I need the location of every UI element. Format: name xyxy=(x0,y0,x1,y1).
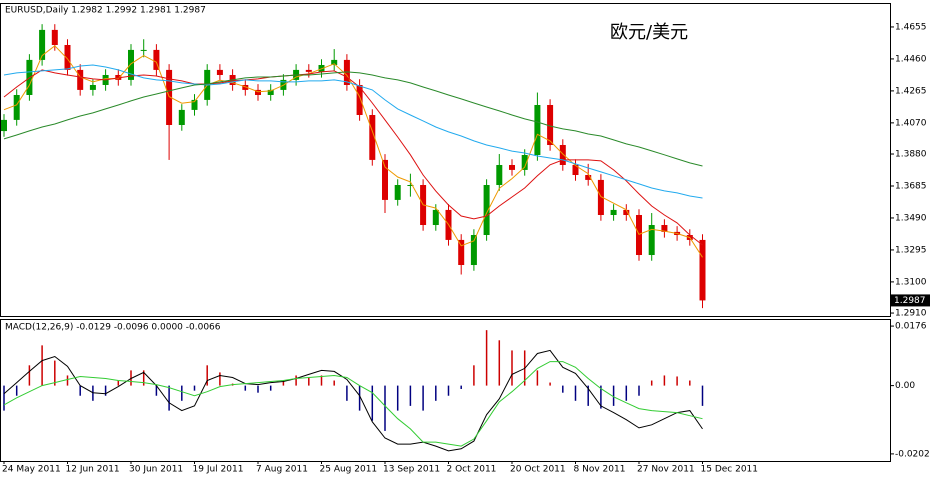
y-tick-label: 1.4655 xyxy=(895,22,927,32)
candle-body xyxy=(382,159,388,200)
candle-body xyxy=(128,49,134,80)
candle-body xyxy=(483,185,490,236)
candle-body xyxy=(585,175,592,180)
y-tick-label: 1.3685 xyxy=(895,181,927,191)
candle-body xyxy=(458,239,465,266)
y-tick-label: 1.3100 xyxy=(895,277,927,287)
x-tick-label: 20 Oct 2011 xyxy=(510,465,566,475)
candle-body xyxy=(1,119,7,132)
x-tick-label: 27 Nov 2011 xyxy=(637,465,695,475)
candle-body xyxy=(89,84,96,90)
candle-body xyxy=(343,59,350,85)
y-tick-label: 1.4460 xyxy=(895,54,927,64)
y-tick-label: 1.3490 xyxy=(895,213,927,223)
candle-body xyxy=(13,94,20,120)
x-tick-label: 30 Jun 2011 xyxy=(129,465,183,475)
candle-body xyxy=(191,99,198,110)
indicator-line xyxy=(3,45,703,258)
indicator-line xyxy=(3,349,703,452)
x-tick-label: 25 Aug 2011 xyxy=(320,465,378,475)
candle-body xyxy=(699,239,706,301)
price-panel xyxy=(0,3,891,317)
indicator-line xyxy=(3,64,703,199)
x-tick-label: 8 Nov 2011 xyxy=(574,465,626,475)
candle-body xyxy=(178,109,185,125)
candle-body xyxy=(216,69,223,75)
candle-body xyxy=(305,69,312,72)
y-tick-label: 0.0176 xyxy=(895,322,927,332)
candle-body xyxy=(470,235,477,266)
candle-body xyxy=(394,185,401,200)
candle-body xyxy=(153,49,160,70)
x-tick-label: 13 Sep 2011 xyxy=(383,465,440,475)
x-tick-label: 19 Jul 2011 xyxy=(193,465,244,475)
y-tick-label: -0.0202 xyxy=(895,449,930,459)
candle-body xyxy=(623,209,630,216)
candle-body xyxy=(369,114,376,160)
candle-body xyxy=(547,104,554,145)
indicator-line xyxy=(3,71,703,167)
y-tick-label: 1.3295 xyxy=(895,245,927,255)
candle-body xyxy=(521,154,528,170)
candle-body xyxy=(39,29,46,60)
x-tick-label: 24 May 2011 xyxy=(2,465,61,475)
candle-body xyxy=(77,69,84,90)
candle-body xyxy=(140,49,147,51)
candle-body xyxy=(597,179,604,216)
candle-body xyxy=(572,165,579,176)
x-tick-label: 2 Oct 2011 xyxy=(447,465,497,475)
candle-body xyxy=(51,29,58,45)
y-tick-label: 1.4070 xyxy=(895,118,927,128)
candle-body xyxy=(648,225,655,256)
last-price-label: 1.2987 xyxy=(894,296,926,306)
indicator-line xyxy=(3,361,703,447)
candle-body xyxy=(636,215,642,256)
macd-title: MACD(12,26,9) -0.0129 -0.0096 0.0000 -0.… xyxy=(5,323,221,333)
candle-body xyxy=(242,84,249,90)
candle-body xyxy=(534,104,541,155)
last-price-box xyxy=(891,294,930,307)
chart-title: EURUSD,Daily 1.2982 1.2992 1.2981 1.2987 xyxy=(5,6,206,16)
annotation: 欧元/美元 xyxy=(610,22,688,43)
indicator-line xyxy=(3,69,703,246)
candle-body xyxy=(267,89,274,95)
candle-body xyxy=(432,209,439,226)
y-tick-label: 0.00 xyxy=(895,381,915,391)
y-tick-label: 1.3880 xyxy=(895,150,927,160)
candle-body xyxy=(331,59,338,65)
macd-panel xyxy=(0,319,891,462)
candle-body xyxy=(509,165,515,170)
y-tick-label: 1.4265 xyxy=(895,86,927,96)
candle-body xyxy=(610,209,617,216)
candle-body xyxy=(496,165,503,186)
candle-body xyxy=(661,225,668,232)
candle-body xyxy=(166,69,173,125)
x-tick-label: 15 Dec 2011 xyxy=(701,465,759,475)
candle-body xyxy=(356,84,363,115)
x-tick-label: 12 Jun 2011 xyxy=(66,465,120,475)
y-tick-label: 1.2910 xyxy=(895,309,927,319)
x-tick-label: 7 Aug 2011 xyxy=(256,465,308,475)
candle-body xyxy=(255,89,261,95)
candle-body xyxy=(559,144,566,166)
candle-body xyxy=(407,185,414,187)
candle-body xyxy=(64,44,71,70)
